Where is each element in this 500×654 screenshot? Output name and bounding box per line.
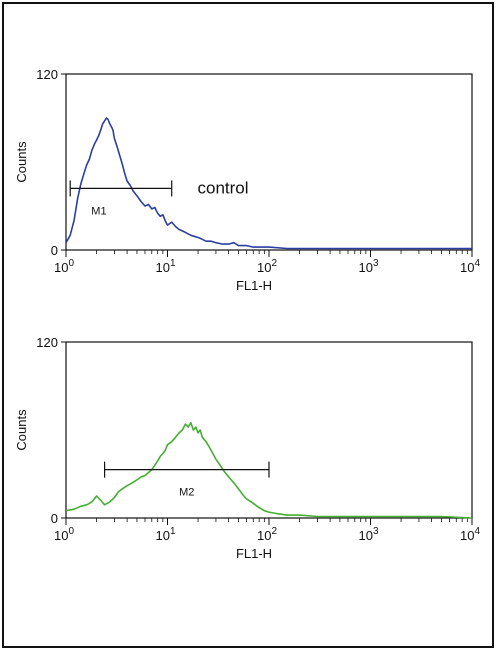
y-tick-label: 120 [36,335,58,350]
x-tick-label: 100 [54,526,74,543]
x-tick-label: 104 [460,526,480,543]
y-tick-label: 0 [51,511,58,526]
x-tick-label: 103 [358,526,378,543]
y-tick-label: 120 [36,67,58,82]
histogram-panel-2: 0 120 100 101 102 103 104 FL1-H Counts M2 [14,335,480,561]
y-tick-label: 0 [51,243,58,258]
x-tick-label: 101 [155,258,175,275]
marker-label: M1 [91,205,106,217]
x-tick-label: 101 [155,526,175,543]
histogram-line [65,421,473,519]
x-tick-label: 102 [257,258,277,275]
histogram-line [65,117,472,250]
x-tick-label: 103 [358,258,378,275]
y-axis-label: Counts [14,409,29,451]
x-tick-label: 100 [54,258,74,275]
plot-area [65,73,473,251]
x-axis-label: FL1-H [236,278,272,293]
figure-frame [2,2,494,648]
x-tick-label: 104 [460,258,480,275]
x-axis-label: FL1-H [236,546,272,561]
marker-label: M2 [179,487,194,499]
annotation-label: control [198,178,249,197]
y-axis-label: Counts [14,141,29,183]
x-tick-label: 102 [257,526,277,543]
histogram-panel-1: 0 120 100 101 102 103 104 FL1-H Counts M1 control [14,67,480,293]
plot-area [65,341,473,519]
